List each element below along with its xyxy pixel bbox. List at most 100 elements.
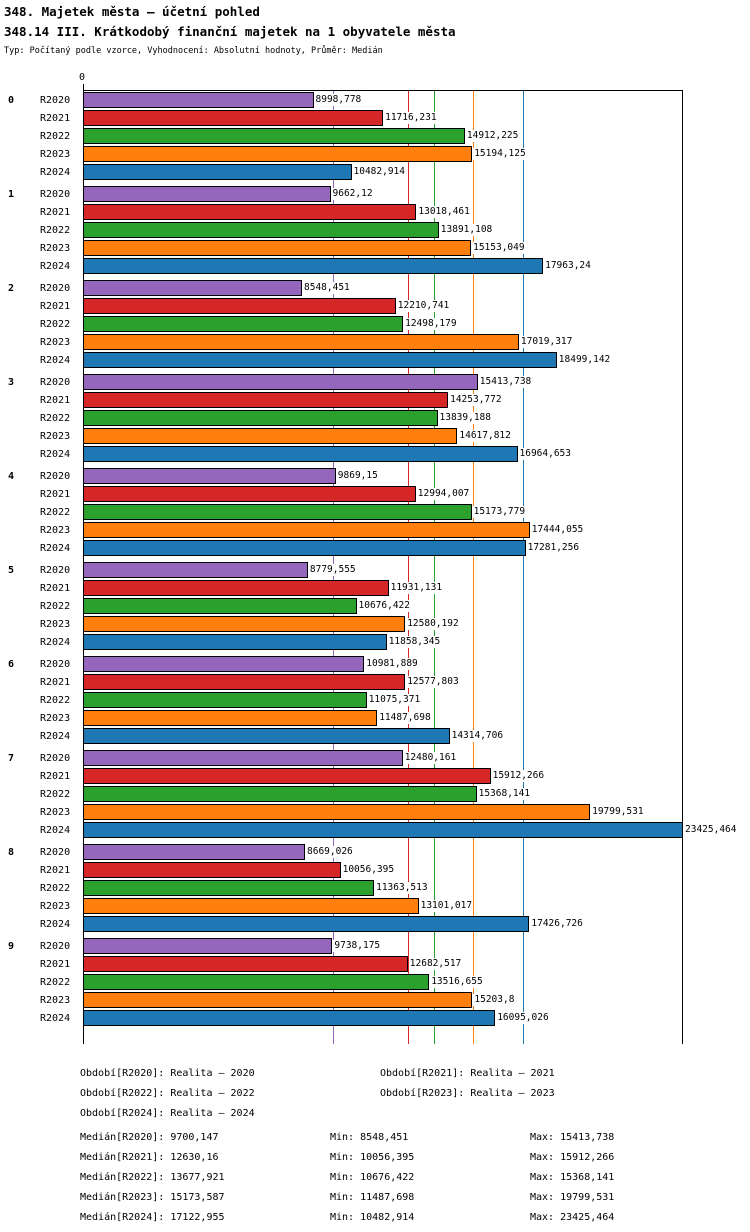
bar-value-label: 10482,914 bbox=[352, 166, 406, 178]
bar-value-label: 15153,049 bbox=[472, 242, 526, 254]
bar-row: R2022 11363,513 bbox=[0, 880, 750, 896]
bar-group-9: 9 R2020 9738,175 R2021 12682,517 R2022 13516,6… bbox=[0, 938, 750, 1026]
stat-median-label: Medián[R2021]: bbox=[80, 1152, 165, 1163]
bar-row: R2024 16095,026 bbox=[0, 1010, 750, 1026]
stat-min-label: Min: bbox=[330, 1172, 355, 1183]
bar-value-label: 8548,451 bbox=[303, 282, 351, 294]
stats-row: Medián[R2020]: 9700,147 Min: 8548,451 Ma… bbox=[0, 1132, 750, 1152]
bar-track: 10981,889 bbox=[83, 656, 750, 672]
bar-track: 11487,698 bbox=[83, 710, 750, 726]
series-label: R2022 bbox=[40, 224, 71, 236]
series-label: R2024 bbox=[40, 730, 71, 742]
bar-value-label: 11363,513 bbox=[375, 882, 429, 894]
bar-track: 11363,513 bbox=[83, 880, 750, 896]
bar-row: R2022 13891,108 bbox=[0, 222, 750, 238]
group-label: 0 bbox=[8, 94, 15, 106]
bar-R2022 bbox=[83, 128, 465, 144]
stats-row: Medián[R2022]: 13677,921 Min: 10676,422 … bbox=[0, 1172, 750, 1192]
bar-R2023 bbox=[83, 522, 530, 538]
bar-track: 13516,655 bbox=[83, 974, 750, 990]
period-label: Období[R2023]: bbox=[380, 1088, 465, 1099]
bar-R2023 bbox=[83, 710, 378, 726]
stat-min-value: 8548,451 bbox=[360, 1132, 409, 1143]
bar-value-label: 16095,026 bbox=[496, 1012, 550, 1024]
group-label: 9 bbox=[8, 940, 15, 952]
bar-row: 3 R2020 15413,738 bbox=[0, 374, 750, 390]
stat-median-value: 17122,955 bbox=[170, 1212, 225, 1223]
series-label: R2023 bbox=[40, 712, 71, 724]
series-label: R2022 bbox=[40, 882, 71, 894]
series-label: R2023 bbox=[40, 336, 71, 348]
stat-max-value: 15413,738 bbox=[560, 1132, 615, 1143]
bar-R2020 bbox=[83, 656, 365, 672]
bar-R2023 bbox=[83, 992, 473, 1008]
bar-value-label: 8998,778 bbox=[314, 94, 363, 106]
stat-median: Medián[R2021]: 12630,16 bbox=[80, 1152, 219, 1163]
series-label: R2020 bbox=[40, 564, 71, 576]
bar-row: R2024 11858,345 bbox=[0, 634, 750, 650]
bar-track: 10056,395 bbox=[83, 862, 750, 878]
bar-row: R2024 17281,256 bbox=[0, 540, 750, 556]
bar-value-label: 15368,141 bbox=[477, 788, 532, 800]
stat-min: Min: 11487,698 bbox=[330, 1192, 414, 1203]
bar-R2021 bbox=[83, 486, 416, 502]
series-label: R2020 bbox=[40, 658, 71, 670]
bar-value-label: 15912,266 bbox=[491, 770, 546, 782]
bar-row: R2024 18499,142 bbox=[0, 352, 750, 368]
series-label: R2020 bbox=[40, 846, 71, 858]
stat-min-value: 11487,698 bbox=[360, 1192, 415, 1203]
series-label: R2021 bbox=[40, 488, 71, 500]
period-row: Období[R2022]: Realita – 2022 Období[R20… bbox=[0, 1088, 750, 1108]
bar-R2020 bbox=[83, 92, 314, 108]
report-title: 348. Majetek města – účetní pohled bbox=[4, 4, 260, 19]
bar-value-label: 12682,517 bbox=[408, 958, 463, 970]
stat-min: Min: 10676,422 bbox=[330, 1172, 414, 1183]
stat-min-label: Min: bbox=[330, 1132, 355, 1143]
bar-R2021 bbox=[83, 204, 417, 220]
bar-value-label: 12577,803 bbox=[406, 676, 460, 688]
bar-R2020 bbox=[83, 186, 331, 202]
bar-value-label: 18499,142 bbox=[557, 354, 612, 366]
bar-track: 14314,706 bbox=[83, 728, 750, 744]
bar-R2020 bbox=[83, 750, 403, 766]
group-label: 1 bbox=[8, 188, 15, 200]
bar-R2020 bbox=[83, 938, 333, 954]
bar-track: 17281,256 bbox=[83, 540, 750, 556]
bar-row: R2024 10482,914 bbox=[0, 164, 750, 180]
bar-R2023 bbox=[83, 334, 519, 350]
bar-R2021 bbox=[83, 768, 491, 784]
bar-row: R2021 14253,772 bbox=[0, 392, 750, 408]
stat-median-label: Medián[R2024]: bbox=[80, 1212, 165, 1223]
bar-R2024 bbox=[83, 728, 450, 744]
bar-track: 15153,049 bbox=[83, 240, 750, 256]
bar-R2024 bbox=[83, 916, 530, 932]
period-entry: Období[R2023]: Realita – 2023 bbox=[380, 1088, 555, 1099]
bar-R2020 bbox=[83, 844, 305, 860]
series-label: R2024 bbox=[40, 166, 71, 178]
stat-max-value: 23425,464 bbox=[560, 1212, 615, 1223]
bar-row: R2022 13516,655 bbox=[0, 974, 750, 990]
series-label: R2024 bbox=[40, 542, 71, 554]
series-label: R2020 bbox=[40, 188, 71, 200]
bar-row: R2021 15912,266 bbox=[0, 768, 750, 784]
group-label: 3 bbox=[8, 376, 15, 388]
series-label: R2024 bbox=[40, 448, 71, 460]
bar-R2022 bbox=[83, 692, 367, 708]
bar-row: R2023 12580,192 bbox=[0, 616, 750, 632]
series-label: R2021 bbox=[40, 958, 71, 970]
bar-row: 9 R2020 9738,175 bbox=[0, 938, 750, 954]
stat-min: Min: 10056,395 bbox=[330, 1152, 414, 1163]
bar-R2020 bbox=[83, 280, 302, 296]
period-label: Období[R2020]: bbox=[80, 1068, 165, 1079]
bar-row: R2021 10056,395 bbox=[0, 862, 750, 878]
bar-value-label: 13891,108 bbox=[439, 224, 494, 236]
bar-track: 10482,914 bbox=[83, 164, 750, 180]
period-value: Realita – 2022 bbox=[170, 1088, 255, 1099]
bar-row: 7 R2020 12480,161 bbox=[0, 750, 750, 766]
bar-value-label: 12994,007 bbox=[416, 488, 471, 500]
bar-track: 13839,188 bbox=[83, 410, 750, 426]
bar-R2023 bbox=[83, 146, 473, 162]
bar-track: 18499,142 bbox=[83, 352, 750, 368]
period-row: Období[R2024]: Realita – 2024 bbox=[0, 1108, 750, 1128]
bar-track: 9662,12 bbox=[83, 186, 750, 202]
